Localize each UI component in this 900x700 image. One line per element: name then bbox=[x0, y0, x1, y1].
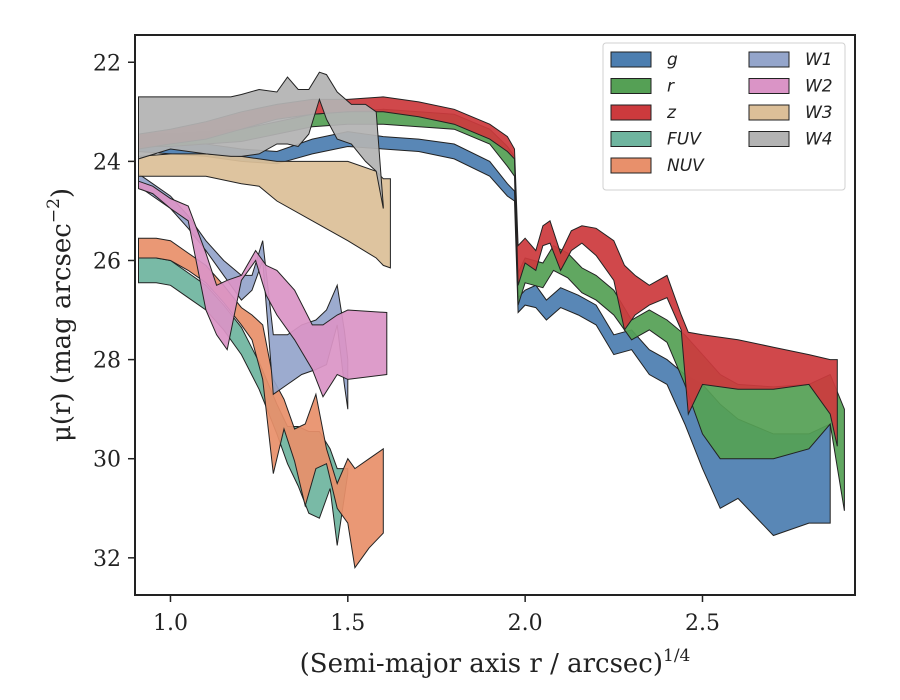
x-axis-title-exponent: 1/4 bbox=[663, 646, 690, 666]
y-tick-label: 32 bbox=[93, 547, 121, 572]
legend-swatch-w1 bbox=[748, 51, 790, 68]
band-w1 bbox=[138, 172, 349, 410]
legend-label-z: z bbox=[666, 103, 677, 123]
legend-swatch-z bbox=[610, 104, 652, 121]
legend-label-w3: W3 bbox=[805, 103, 833, 123]
y-axis-title: μ(r) (mag arcsec−2) bbox=[44, 188, 77, 442]
legend: grz FUV NUV W1 W2 W3 W4 bbox=[602, 42, 846, 191]
legend-swatch-w2 bbox=[748, 78, 790, 94]
legend-label-g: g bbox=[667, 50, 678, 70]
band-g bbox=[138, 131, 831, 537]
x-tick-label: 1.0 bbox=[153, 611, 188, 636]
y-axis-title-text: μ(r) (mag arcsec bbox=[47, 223, 77, 442]
legend-label-fuv: FUV bbox=[667, 130, 702, 150]
x-tick-label: 1.5 bbox=[330, 611, 365, 636]
legend-swatch-r bbox=[610, 78, 652, 94]
band-w4 bbox=[138, 71, 384, 209]
legend-swatch-w4 bbox=[748, 131, 790, 147]
y-tick-label: 24 bbox=[93, 150, 121, 175]
legend-label-nuv: NUV bbox=[667, 156, 705, 176]
legend-label-w4: W4 bbox=[805, 130, 833, 150]
x-axis-title-text: (Semi-major axis r / arcsec) bbox=[300, 649, 663, 679]
series-layer bbox=[138, 71, 845, 569]
y-tick-label: 26 bbox=[93, 249, 121, 274]
legend-swatch-g bbox=[610, 51, 652, 68]
y-axis-title-close: ) bbox=[47, 188, 77, 198]
y-tick-label: 30 bbox=[93, 448, 121, 473]
x-axis-title: (Semi-major axis r / arcsec)1/4 bbox=[300, 646, 691, 679]
legend-label-r: r bbox=[667, 77, 675, 97]
legend-swatch-fuv bbox=[610, 131, 652, 147]
plot-frame bbox=[134, 34, 856, 596]
legend-label-w1: W1 bbox=[805, 50, 833, 70]
ticks-layer: 1.0 1.5 2.0 2.5 22 24 26 28 30 32 bbox=[93, 51, 720, 636]
band-w3 bbox=[138, 153, 391, 269]
y-tick-label: 22 bbox=[93, 51, 121, 76]
y-tick-label: 28 bbox=[93, 349, 121, 374]
x-tick-label: 2.5 bbox=[685, 611, 720, 636]
y-axis-title-exponent: −2 bbox=[44, 198, 64, 223]
legend-label-w2: W2 bbox=[805, 77, 833, 97]
band-w2 bbox=[138, 180, 388, 398]
band-nuv bbox=[138, 237, 384, 569]
legend-swatch-w3 bbox=[748, 104, 790, 121]
x-tick-label: 2.0 bbox=[508, 611, 543, 636]
legend-swatch-nuv bbox=[610, 157, 652, 174]
